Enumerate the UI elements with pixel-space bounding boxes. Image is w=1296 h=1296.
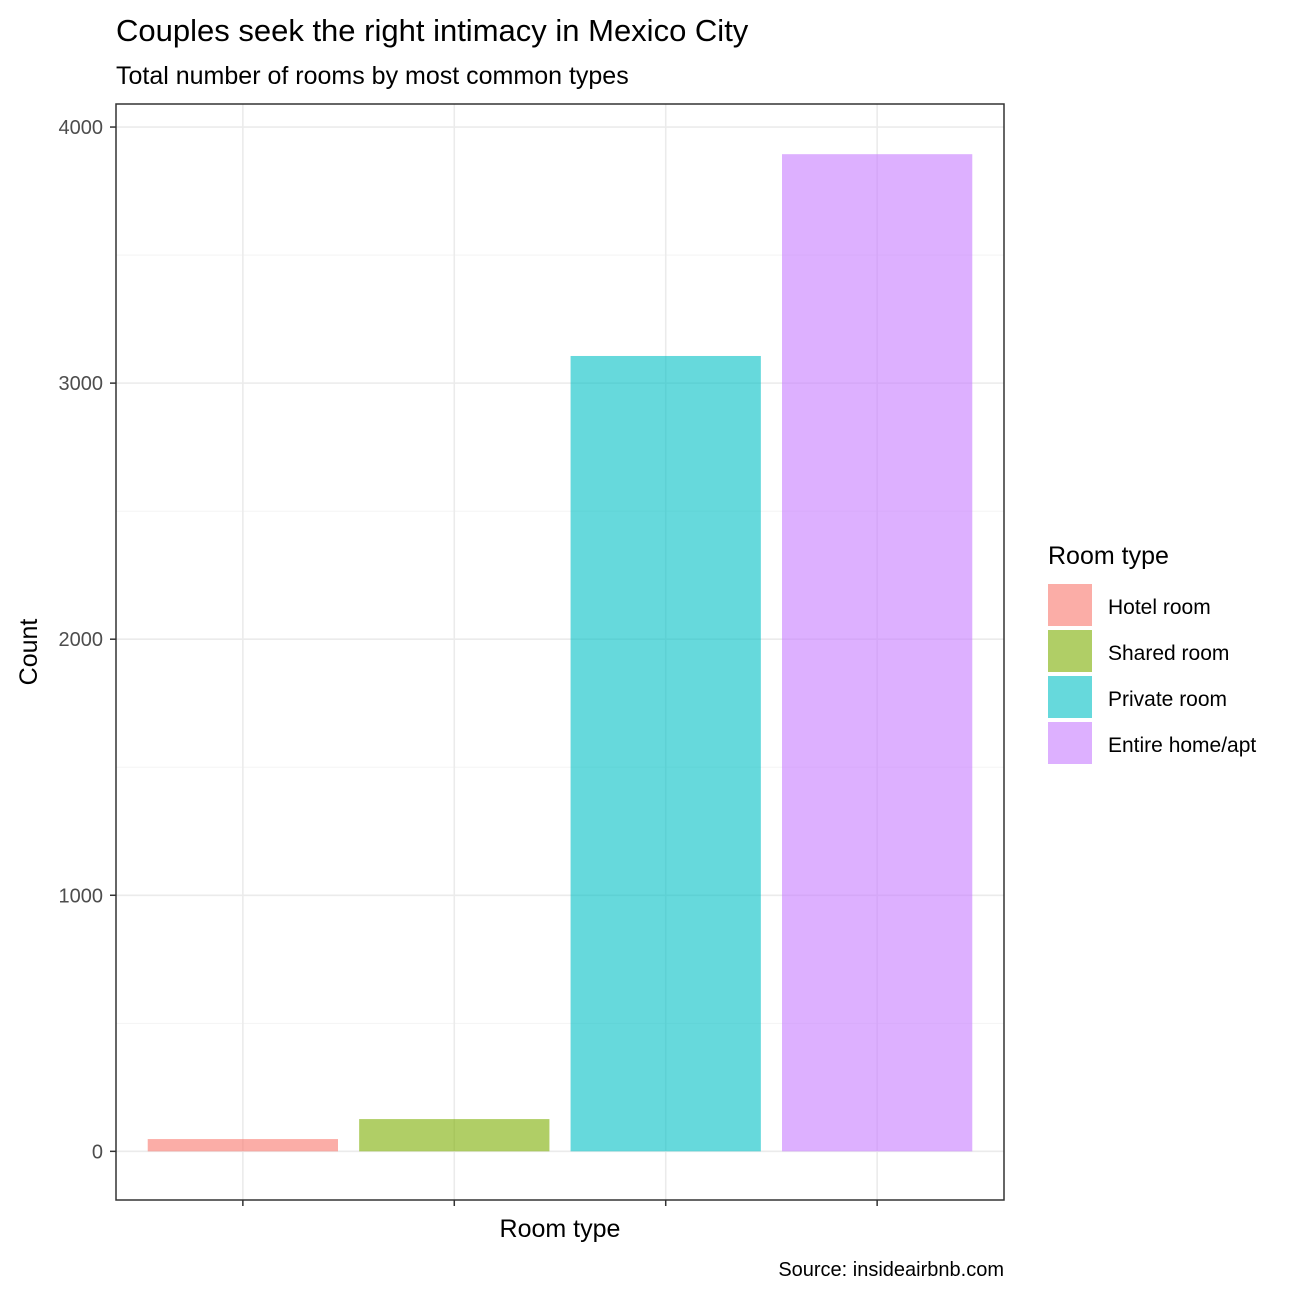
y-tick-label: 2000 bbox=[59, 629, 104, 651]
plot-panel-border bbox=[115, 103, 1005, 1201]
legend-label: Private room bbox=[1108, 688, 1227, 711]
y-axis: 0 1000 2000 3000 4000 bbox=[59, 117, 878, 1206]
legend: Room type Hotel room Shared room Private r… bbox=[1048, 542, 1256, 764]
legend-key-private-room bbox=[1048, 676, 1092, 718]
y-tick-label: 3000 bbox=[59, 373, 104, 395]
bars bbox=[147, 154, 973, 1152]
chart-subtitle: Total number of rooms by most common typ… bbox=[116, 62, 629, 90]
x-axis-title: Room type bbox=[500, 1215, 621, 1243]
legend-key-entire-home-apt bbox=[1048, 722, 1092, 764]
bar-hotel-room bbox=[147, 1139, 338, 1152]
bar-entire-home-apt bbox=[782, 154, 973, 1152]
y-axis-title: Count bbox=[15, 619, 43, 686]
chart-title: Couples seek the right intimacy in Mexic… bbox=[116, 13, 749, 48]
y-tick-label: 1000 bbox=[59, 885, 104, 907]
bar-private-room bbox=[570, 355, 761, 1152]
legend-label: Entire home/apt bbox=[1108, 734, 1256, 757]
legend-title: Room type bbox=[1048, 542, 1169, 570]
bar-shared-room bbox=[359, 1119, 550, 1152]
y-tick-label: 4000 bbox=[59, 117, 104, 139]
chart-caption: Source: insideairbnb.com bbox=[778, 1259, 1004, 1281]
legend-key-shared-room bbox=[1048, 630, 1092, 672]
legend-entries: Hotel room Shared room Private room Entire … bbox=[1048, 584, 1256, 764]
legend-label: Hotel room bbox=[1108, 596, 1211, 619]
y-tick-label: 0 bbox=[92, 1141, 103, 1163]
legend-key-hotel-room bbox=[1048, 584, 1092, 626]
legend-label: Shared room bbox=[1108, 642, 1229, 665]
